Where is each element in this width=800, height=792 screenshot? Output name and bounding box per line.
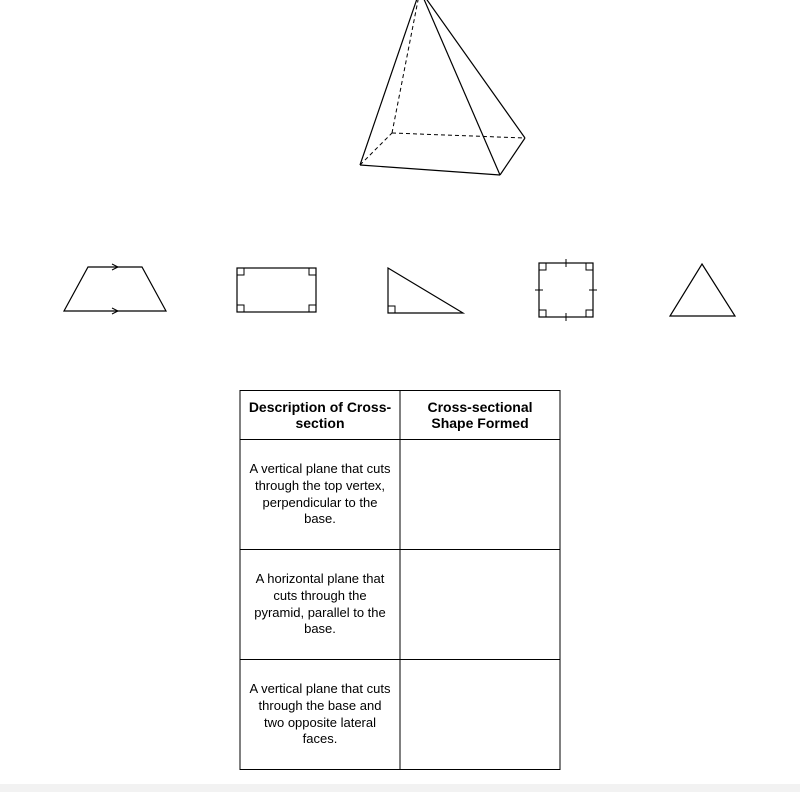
bottom-bar	[0, 784, 800, 792]
shape-rectangle	[234, 265, 319, 315]
shape-trapezoid	[60, 261, 170, 319]
table-cell-answer	[400, 550, 560, 660]
table-cell-desc: A vertical plane that cuts through the b…	[240, 660, 400, 770]
table-row: A vertical plane that cuts through the t…	[240, 440, 560, 550]
shape-right-triangle	[383, 263, 468, 318]
table-header-description: Description of Cross-section	[240, 391, 400, 440]
cross-section-table: Description of Cross-section Cross-secti…	[240, 390, 561, 770]
table-row: A horizontal plane that cuts through the…	[240, 550, 560, 660]
table-cell-desc: A horizontal plane that cuts through the…	[240, 550, 400, 660]
shapes-row	[60, 255, 740, 325]
pyramid-diagram	[330, 0, 560, 200]
shape-square	[531, 255, 601, 325]
shape-triangle	[665, 259, 740, 321]
table-row: A vertical plane that cuts through the b…	[240, 660, 560, 770]
table-cell-answer	[400, 660, 560, 770]
table-cell-desc: A vertical plane that cuts through the t…	[240, 440, 400, 550]
table-header-shape: Cross-sectional Shape Formed	[400, 391, 560, 440]
table-cell-answer	[400, 440, 560, 550]
